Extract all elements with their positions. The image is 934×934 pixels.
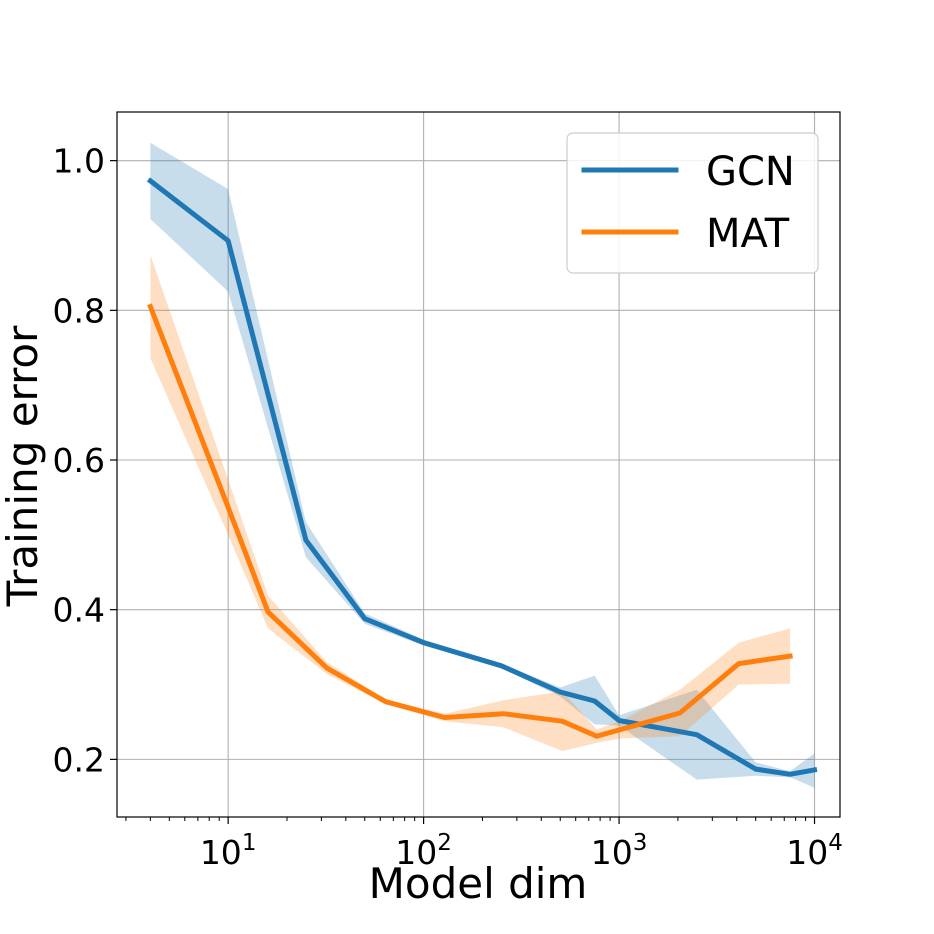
y-tick-label: 0.2 xyxy=(53,740,105,779)
legend: GCN MAT xyxy=(567,133,818,273)
x-tick-label: 103 xyxy=(591,830,648,872)
x-tick-label: 104 xyxy=(786,830,843,872)
y-tick-label: 1.0 xyxy=(53,142,105,181)
legend-gcn-label: GCN xyxy=(706,149,795,195)
legend-mat-label: MAT xyxy=(706,211,790,257)
y-axis-title: Training error xyxy=(0,325,47,607)
mat-series-line xyxy=(150,307,790,737)
x-tick-label: 101 xyxy=(200,830,257,872)
training-error-chart: 101 102 103 1040.20.40.60.81.0 Model dim Tr… xyxy=(0,0,934,934)
y-tick-label: 0.6 xyxy=(53,441,105,480)
y-tick-label: 0.4 xyxy=(53,591,105,630)
y-tick-label: 0.8 xyxy=(53,291,105,330)
x-axis-title: Model dim xyxy=(369,859,588,908)
